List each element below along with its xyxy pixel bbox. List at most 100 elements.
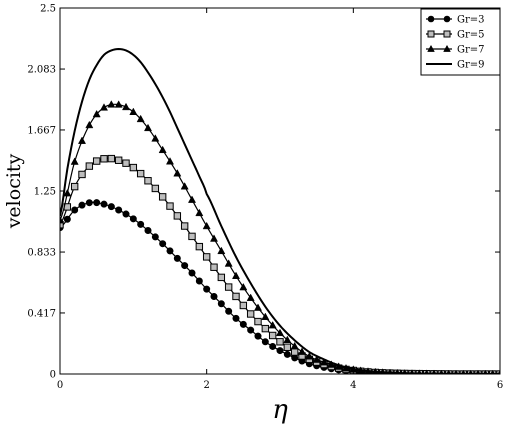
data-point [121, 102, 131, 111]
series-gr-5 [60, 154, 500, 374]
y-tick-label: 1.25 [34, 187, 56, 198]
data-point [225, 307, 233, 315]
legend-marker [427, 44, 435, 52]
data-point [290, 341, 299, 350]
legend-item: Gr=3 [426, 15, 485, 26]
data-point [136, 114, 145, 123]
data-point [144, 177, 152, 185]
legend-item: Gr=7 [426, 45, 485, 56]
data-point [187, 195, 197, 203]
data-point [158, 145, 167, 154]
y-tick-label: 2.083 [27, 65, 56, 76]
data-point [165, 157, 175, 165]
data-point [203, 285, 211, 293]
data-point [107, 100, 116, 108]
x-tick-label: 2 [203, 380, 209, 391]
data-point [107, 154, 116, 163]
data-point [143, 123, 153, 132]
data-point [275, 328, 285, 337]
legend-item: Gr=5 [426, 30, 485, 41]
data-point [166, 247, 174, 255]
data-point [217, 300, 225, 308]
data-point [283, 335, 292, 344]
data-point [276, 338, 284, 346]
data-point [312, 355, 321, 363]
data-point [129, 107, 138, 115]
data-point [63, 215, 71, 223]
data-point [107, 203, 115, 211]
data-point [78, 201, 86, 209]
data-point [202, 253, 211, 261]
y-tick-label: 0.417 [27, 308, 56, 319]
data-point [159, 240, 167, 248]
data-point [181, 262, 189, 270]
data-point [246, 293, 255, 301]
y-tick-label: 2.5 [40, 4, 56, 15]
data-point [151, 233, 159, 241]
data-point [254, 332, 262, 340]
data-point [180, 182, 189, 190]
data-point [129, 215, 137, 223]
data-point [188, 269, 196, 277]
data-point [100, 200, 108, 208]
data-point [122, 159, 130, 167]
y-tick-label: 1.667 [27, 125, 56, 136]
data-point [261, 338, 269, 346]
data-point [239, 320, 247, 328]
data-point [85, 199, 93, 207]
data-point [114, 156, 123, 164]
data-point [137, 220, 145, 228]
data-point [115, 206, 123, 214]
x-tick-label: 4 [350, 380, 356, 391]
data-point [60, 215, 65, 224]
data-point [85, 120, 94, 129]
series-gr-3 [60, 199, 500, 374]
data-point [231, 271, 241, 279]
data-point [60, 220, 64, 229]
data-point [195, 277, 203, 285]
data-point [166, 202, 174, 210]
data-point [92, 157, 101, 165]
data-point [217, 273, 226, 282]
legend-label: Gr=5 [457, 30, 485, 41]
data-point [224, 283, 233, 291]
data-point [247, 326, 255, 334]
data-point [71, 206, 79, 214]
data-point [297, 347, 307, 355]
data-point [268, 320, 277, 329]
data-point [210, 263, 218, 271]
data-point [144, 227, 152, 235]
data-point [70, 182, 79, 191]
data-point [239, 282, 248, 291]
legend-label: Gr=3 [457, 15, 485, 26]
series-gr-7 [60, 100, 500, 374]
data-point [319, 357, 329, 366]
legend-marker [443, 44, 451, 52]
legend-item: Gr=9 [426, 60, 485, 71]
y-tick-label: 0.833 [27, 248, 56, 259]
data-point [224, 259, 233, 267]
data-point [173, 212, 182, 220]
data-point [77, 136, 87, 144]
data-point [63, 188, 72, 197]
data-point [151, 184, 160, 193]
data-point [217, 246, 226, 255]
y-axis-label: velocity [3, 153, 25, 229]
data-point [283, 343, 292, 351]
data-point [114, 100, 123, 108]
data-point [232, 314, 240, 322]
data-point [78, 170, 86, 179]
data-point [195, 208, 204, 217]
data-point [210, 292, 218, 300]
data-point [269, 342, 277, 350]
x-axis-label: η [272, 395, 288, 425]
legend-label: Gr=7 [457, 45, 485, 56]
x-tick-label: 6 [497, 380, 503, 391]
data-point [93, 199, 101, 207]
plot-area [60, 47, 500, 374]
data-point [129, 163, 138, 172]
data-point [261, 312, 270, 320]
data-point [261, 324, 270, 333]
data-point [290, 348, 299, 356]
